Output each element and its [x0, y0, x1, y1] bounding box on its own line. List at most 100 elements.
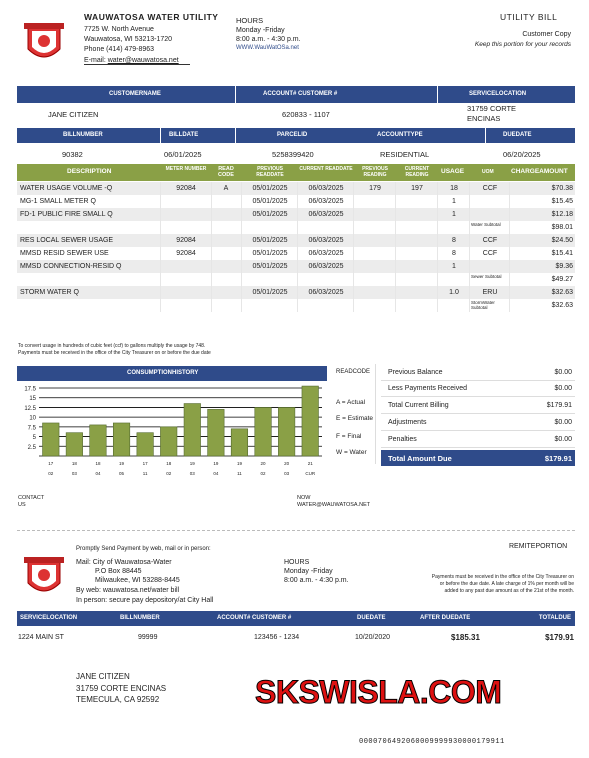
remit-po-box: P.O Box 88445	[95, 568, 142, 575]
charge-cell-amount: $12.18	[551, 211, 573, 218]
account-number-value: 620833 - 1107	[282, 110, 330, 119]
tear-line	[17, 530, 575, 531]
chart-bar-top-label: 17	[48, 461, 54, 466]
now-label: NOW	[297, 495, 311, 501]
remit-mail: Mail: City of Wauwatosa-Water	[76, 559, 172, 566]
read-code-final: F = Final	[336, 433, 362, 440]
col-meter-number: METER NUMBER	[165, 166, 207, 172]
remit-prompt: Promptly Send Payment by web, mail or in…	[76, 546, 211, 552]
chart-x-tick-label: 03	[284, 471, 290, 476]
total-amount-due-label: Total Amount Due	[388, 454, 452, 463]
utility-name: WAUWATOSA WATER UTILITY	[84, 12, 219, 22]
remit-web[interactable]: By web: wauwatosa.net/water bill	[76, 587, 180, 594]
chart-bar-top-label: 17	[143, 461, 149, 466]
summary-value: $0.00	[554, 385, 572, 392]
city-seal-logo	[22, 21, 66, 67]
consumption-title: CONSUMPTIONHISTORY	[127, 370, 199, 376]
header-divider	[160, 128, 161, 143]
charge-cell-amount: $32.63	[551, 289, 573, 296]
charge-cell-prev-date: 05/01/2025	[252, 185, 288, 192]
charge-cell-curr-read: 197	[411, 185, 423, 192]
account-header-bar: CUSTOMERNAME ACCOUNT# CUSTOMER # SERVICE…	[17, 86, 575, 103]
charge-cell-amount: $49.27	[551, 276, 573, 283]
remit-after-due-value: $185.31	[451, 633, 480, 642]
charge-cell-amount: $70.38	[551, 185, 573, 192]
contact-sub: US	[18, 502, 26, 508]
utility-email-link[interactable]: water@wauwatosa.net	[107, 57, 179, 64]
consumption-header-bar: CONSUMPTIONHISTORY	[17, 366, 327, 381]
chart-x-tick-label: 05	[119, 471, 125, 476]
summary-label: Adjustments	[388, 419, 427, 426]
charge-cell-desc: STORM WATER Q	[20, 289, 79, 296]
chart-x-tick-label: CUR	[305, 471, 315, 476]
remit-header-bar: SERVICELOCATION BILLNUMBER ACCOUNT# CUST…	[17, 611, 575, 626]
now-email[interactable]: WATER@WAUWATOSA.NET	[297, 502, 371, 508]
chart-x-tick-label: 11	[237, 471, 242, 476]
total-amount-due-bar: Total Amount Due $179.91	[381, 450, 575, 466]
charge-cell-curr-date: 06/03/2025	[308, 263, 344, 270]
chart-x-tick-label: 02	[166, 471, 172, 476]
remit-account-value: 123456 - 1234	[254, 634, 300, 641]
header-divider	[437, 86, 438, 103]
chart-bar-top-label: 19	[237, 461, 243, 466]
summary-label: Penalties	[388, 436, 417, 443]
mailing-name: JANE CITIZEN	[76, 672, 130, 681]
chart-bar-top-label: 20	[261, 461, 267, 466]
chart-bar	[254, 407, 272, 457]
chart-bar-top-label: 19	[119, 461, 125, 466]
summary-label: Total Current Billing	[388, 402, 449, 409]
chart-x-tick-label: 04	[95, 471, 101, 476]
charge-cell-amount: $98.01	[551, 224, 573, 231]
chart-bar	[65, 432, 83, 457]
email-label: E-mail:	[84, 57, 108, 64]
summary-previous-balance: Previous Balance $0.00	[381, 365, 575, 381]
summary-adjustments: Adjustments $0.00	[381, 415, 575, 431]
payment-note: Payments must be received in the office …	[18, 350, 211, 356]
charge-cell-desc: RES LOCAL SEWER USAGE	[20, 237, 114, 244]
charge-cell-curr-date: 06/03/2025	[308, 198, 344, 205]
summary-penalties: Penalties $0.00	[381, 432, 575, 448]
chart-y-tick-label: 7.5	[28, 425, 37, 431]
summary-value: $0.00	[554, 436, 572, 443]
charges-grid-line	[469, 182, 470, 312]
chart-x-tick-label: 11	[143, 471, 148, 476]
mailing-address-1: 31759 CORTE ENCINAS	[76, 684, 167, 693]
charge-cell-desc: MMSD CONNECTION-RESID Q	[20, 263, 122, 270]
mailing-address-2: TEMECULA, CA 92592	[76, 695, 160, 704]
header-divider	[235, 128, 236, 143]
chart-bar	[278, 407, 296, 457]
col-curr-read-date: CURRENT READDATE	[299, 166, 353, 172]
charge-row: FD-1 PUBLIC FIRE SMALL Q 05/01/2025 06/03/…	[17, 208, 575, 221]
charges-header-bar: DESCRIPTION METER NUMBER READ CODE PREVI…	[17, 164, 575, 181]
charge-cell-desc: FD-1 PUBLIC FIRE SMALL Q	[20, 211, 113, 218]
bill-title: UTILITY BILL	[500, 12, 558, 22]
chart-x-tick-label: 02	[48, 471, 54, 476]
remit-service-location-header: SERVICELOCATION	[20, 615, 78, 621]
charge-cell-usage: 8	[452, 250, 456, 257]
charges-grid-line	[297, 182, 298, 312]
hours-label: HOURS	[236, 16, 264, 25]
charge-row: MMSD CONNECTION-RESID Q 05/01/2025 06/03/2…	[17, 260, 575, 273]
chart-bar-top-label: 19	[190, 461, 196, 466]
utility-phone: Phone (414) 479-8963	[84, 46, 155, 53]
charges-table-body: WATER USAGE VOLUME -Q 92084 A 05/01/2025 06/…	[17, 182, 575, 312]
charge-cell-curr-date: 06/03/2025	[308, 289, 344, 296]
watermark-text: SKSWISLA.COM	[254, 674, 502, 711]
remit-bill-number-value: 99999	[138, 634, 158, 641]
charge-cell-uom: Water Subtotal	[471, 222, 501, 227]
website-link[interactable]: WWW.WauWatOSa.net	[236, 45, 299, 51]
charge-cell-amount: $9.36	[555, 263, 573, 270]
chart-bar	[89, 424, 107, 457]
col-read-code: READ CODE	[218, 166, 234, 178]
chart-x-tick-label: 04	[213, 471, 219, 476]
remit-in-person: In person: secure pay depository/at City…	[76, 597, 214, 604]
charge-cell-meter: 92084	[176, 237, 196, 244]
bill-header-bar: BILLNUMBER BILLDATE PARCELID ACCOUNTTYPE…	[17, 128, 575, 143]
charge-row: MMSD RESID SEWER USE 92084 05/01/2025 06/03…	[17, 247, 575, 260]
header-divider	[235, 86, 236, 103]
charge-cell-amount: $24.50	[551, 237, 573, 244]
customer-copy-note: Keep this portion for your records	[474, 41, 571, 48]
bill-date-value: 06/01/2025	[164, 150, 202, 159]
col-charge-amount: CHARGEAMOUNT	[511, 168, 568, 175]
charge-cell-amount: $15.41	[551, 250, 573, 257]
